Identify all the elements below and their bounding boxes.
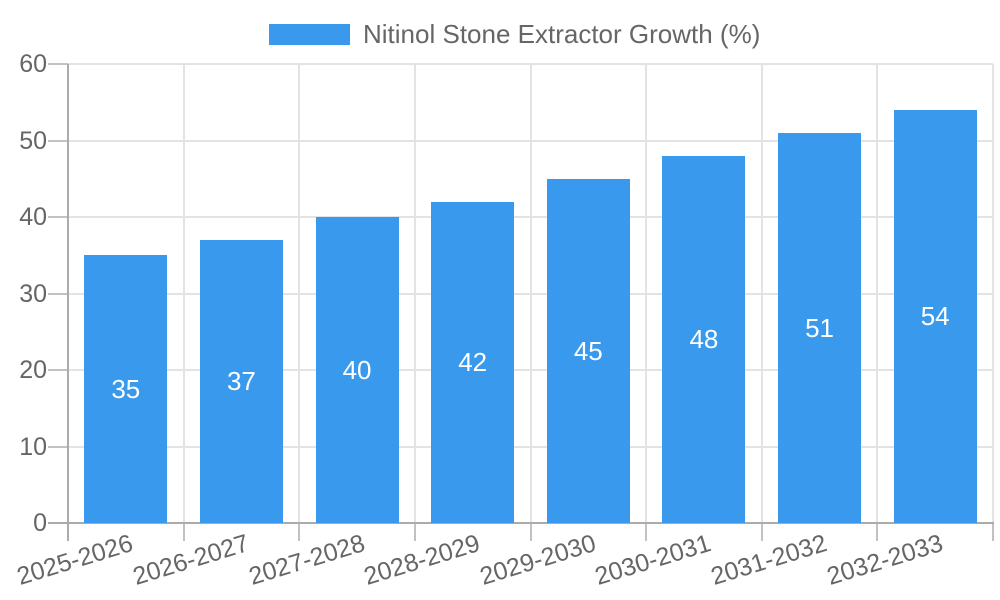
y-tick-mark [48, 445, 68, 448]
x-tick-mark [876, 523, 879, 541]
x-gridline [182, 64, 185, 523]
x-gridline [992, 64, 994, 523]
y-axis-line [67, 64, 69, 541]
y-tick-mark [48, 216, 68, 218]
bar [662, 155, 746, 523]
x-tick-mark [529, 523, 532, 541]
bar [199, 239, 283, 523]
bar [84, 255, 168, 523]
bar [778, 132, 862, 523]
bar-value-label: 51 [805, 312, 835, 343]
y-axis-label: 40 [19, 203, 47, 231]
y-axis-label: 60 [19, 50, 47, 78]
x-axis-label: 2028-2029 [360, 529, 484, 591]
x-gridline [413, 64, 416, 523]
y-tick-mark [48, 369, 68, 371]
bar-value-label: 35 [111, 374, 141, 405]
y-axis-label: 30 [19, 279, 47, 308]
y-tick-mark [48, 63, 68, 65]
x-gridline [298, 64, 301, 523]
x-tick-mark [645, 523, 648, 541]
bar-value-label: 45 [573, 335, 603, 366]
x-tick-mark [992, 523, 994, 541]
bar [893, 109, 977, 523]
y-axis-label: 0 [33, 509, 47, 537]
legend-swatch [269, 24, 350, 45]
x-axis-label: 2025-2026 [13, 529, 137, 591]
legend-item[interactable]: Nitinol Stone Extractor Growth (%) [269, 19, 761, 49]
x-axis-label: 2032-2033 [823, 529, 946, 591]
x-gridline [760, 64, 763, 523]
bar-value-label: 54 [920, 301, 950, 332]
x-axis-label: 2031-2032 [707, 529, 831, 591]
x-tick-mark [298, 523, 301, 541]
x-tick-mark [413, 523, 416, 541]
bar [431, 201, 515, 523]
x-axis-label: 2026-2027 [129, 529, 253, 591]
x-axis-label: 2027-2028 [245, 529, 368, 591]
y-tick-mark [48, 292, 68, 295]
x-tick-mark [760, 523, 763, 541]
y-axis-label: 10 [19, 432, 47, 461]
bar-value-label: 48 [689, 324, 719, 355]
legend-label: Nitinol Stone Extractor Growth (%) [363, 19, 761, 49]
y-axis-label: 50 [19, 126, 47, 155]
bar-value-label: 37 [226, 366, 256, 397]
x-axis-label: 2030-2031 [592, 529, 715, 591]
bar-value-label: 42 [458, 347, 488, 378]
x-tick-mark [182, 523, 185, 541]
x-axis-label: 2029-2030 [476, 529, 599, 591]
bar [546, 178, 630, 523]
y-tick-mark [48, 139, 68, 142]
x-gridline [876, 64, 879, 523]
bar-value-label: 40 [342, 355, 372, 385]
x-axis-line [48, 522, 994, 524]
bar [315, 217, 399, 523]
x-gridline [529, 64, 532, 523]
y-axis-label: 20 [19, 356, 47, 384]
x-gridline [645, 64, 648, 523]
